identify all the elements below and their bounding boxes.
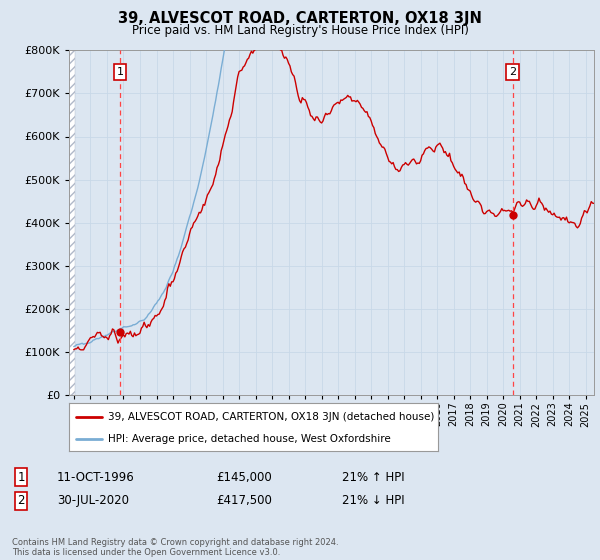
Text: 1: 1 <box>116 67 124 77</box>
Text: £145,000: £145,000 <box>216 470 272 484</box>
Text: Contains HM Land Registry data © Crown copyright and database right 2024.
This d: Contains HM Land Registry data © Crown c… <box>12 538 338 557</box>
Text: 11-OCT-1996: 11-OCT-1996 <box>57 470 135 484</box>
Text: 21% ↓ HPI: 21% ↓ HPI <box>342 494 404 507</box>
Text: 2: 2 <box>509 67 517 77</box>
Text: 1: 1 <box>17 470 25 484</box>
Text: 2: 2 <box>17 494 25 507</box>
Text: 39, ALVESCOT ROAD, CARTERTON, OX18 3JN (detached house): 39, ALVESCOT ROAD, CARTERTON, OX18 3JN (… <box>108 412 434 422</box>
Text: 39, ALVESCOT ROAD, CARTERTON, OX18 3JN: 39, ALVESCOT ROAD, CARTERTON, OX18 3JN <box>118 11 482 26</box>
Text: HPI: Average price, detached house, West Oxfordshire: HPI: Average price, detached house, West… <box>108 434 391 444</box>
Text: Price paid vs. HM Land Registry's House Price Index (HPI): Price paid vs. HM Land Registry's House … <box>131 24 469 37</box>
Text: 30-JUL-2020: 30-JUL-2020 <box>57 494 129 507</box>
Text: 21% ↑ HPI: 21% ↑ HPI <box>342 470 404 484</box>
Text: £417,500: £417,500 <box>216 494 272 507</box>
